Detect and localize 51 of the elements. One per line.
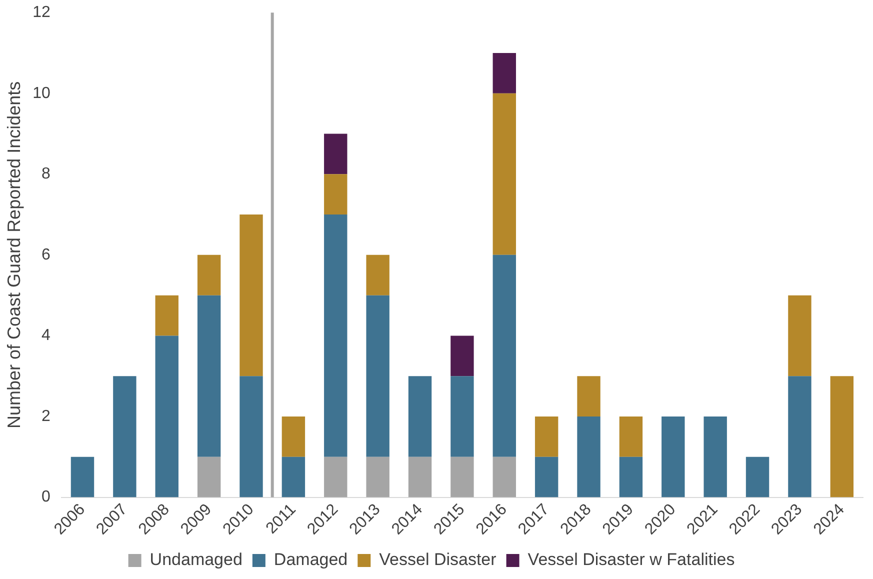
bar <box>619 416 643 457</box>
bar <box>534 456 558 498</box>
bar <box>155 336 178 498</box>
bar <box>366 295 390 457</box>
legend-label: Vessel Disaster w Fatalities <box>528 550 735 570</box>
bar <box>282 416 306 457</box>
bar <box>366 254 390 296</box>
bar <box>366 456 390 498</box>
y-tick-label: 0 <box>41 488 50 506</box>
bar <box>408 376 432 457</box>
y-tick-label: 4 <box>41 327 50 344</box>
y-tick-label: 12 <box>32 4 50 22</box>
bar <box>619 456 643 498</box>
bar <box>240 214 263 376</box>
bar <box>70 456 94 498</box>
bar <box>492 93 516 255</box>
y-tick-label: 10 <box>32 84 50 102</box>
y-tick-label: 8 <box>41 166 50 183</box>
y-tick-label: 2 <box>41 408 50 425</box>
y-axis-title: Number of Coast Guard Reported Incidents <box>4 81 24 429</box>
bar <box>492 52 516 94</box>
bar <box>324 214 348 457</box>
bar <box>197 295 221 457</box>
bar <box>450 376 474 457</box>
bar <box>534 416 558 457</box>
bar <box>282 456 306 498</box>
bar <box>492 254 516 457</box>
bar <box>324 174 348 215</box>
bar <box>113 376 136 498</box>
y-tick-label: 6 <box>41 246 50 264</box>
bar <box>577 416 600 498</box>
bar <box>830 376 854 498</box>
legend-label: Undamaged <box>150 550 242 570</box>
bar <box>324 456 348 498</box>
bar <box>662 416 685 498</box>
bar <box>788 295 812 376</box>
bar <box>450 456 474 498</box>
bar <box>197 456 221 498</box>
legend-label: Damaged <box>274 550 348 570</box>
bar <box>492 456 516 498</box>
bar <box>577 376 600 416</box>
bar <box>324 134 348 174</box>
bar <box>408 456 432 498</box>
bar <box>240 376 263 498</box>
bar <box>450 336 474 376</box>
bar <box>704 416 727 498</box>
bar <box>746 456 770 498</box>
bar <box>197 254 221 296</box>
bar <box>155 295 178 336</box>
bar <box>788 376 812 498</box>
legend-label: Vessel Disaster <box>379 550 497 570</box>
